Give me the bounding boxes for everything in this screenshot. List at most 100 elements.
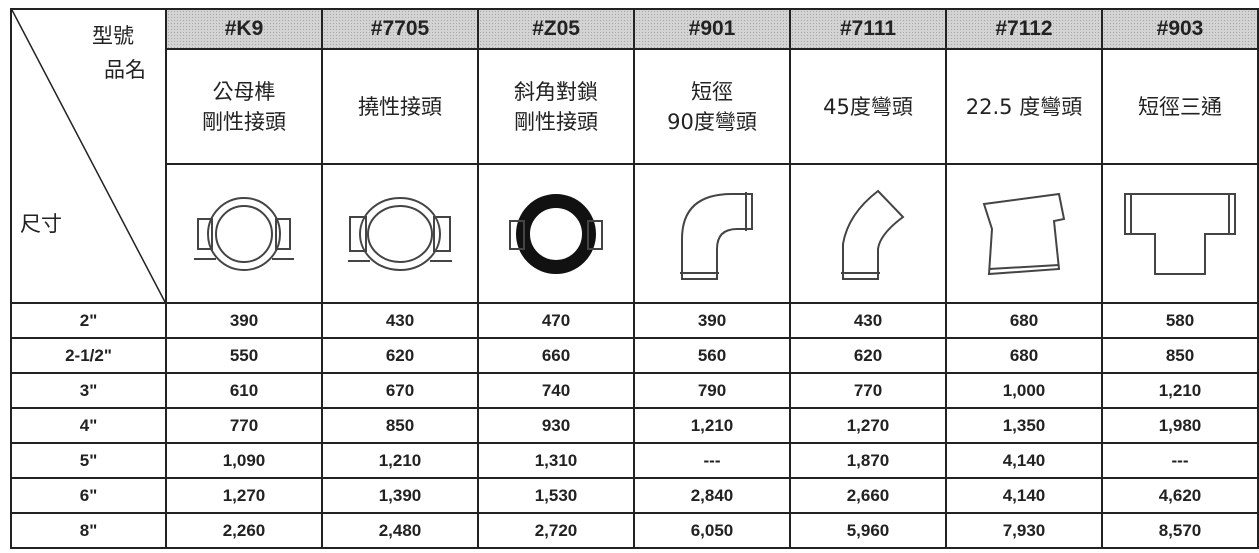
price-cell: --- (1101, 442, 1259, 479)
product-name-line: 剛性接頭 (514, 109, 598, 134)
product-image (477, 163, 635, 304)
price-cell: 740 (477, 372, 635, 409)
price-cell: 4,620 (1101, 477, 1259, 514)
price-cell: 430 (789, 302, 947, 339)
price-cell: 1,870 (789, 442, 947, 479)
corner-name: 品名 (104, 58, 146, 82)
model-code: #Z05 (477, 8, 635, 50)
price-cell: 2,260 (165, 512, 323, 549)
data-row: 2" 390 430 470 390 430 680 580 (10, 302, 1259, 339)
price-cell: 560 (633, 337, 791, 374)
size-cell: 2-1/2" (10, 337, 167, 374)
product-name: 45度彎頭 (789, 48, 947, 165)
price-cell: 390 (633, 302, 791, 339)
tee-icon (1124, 192, 1236, 275)
price-cell: 770 (789, 372, 947, 409)
price-cell: 1,090 (165, 442, 323, 479)
price-cell: 6,050 (633, 512, 791, 549)
price-cell: 1,310 (477, 442, 635, 479)
price-cell: 8,570 (1101, 512, 1259, 549)
product-image (633, 163, 791, 304)
price-cell: 670 (321, 372, 479, 409)
corner-cell: 型號 品名 尺寸 (10, 8, 167, 304)
product-name-line: 公母榫 (212, 79, 276, 104)
model-code: #7705 (321, 8, 479, 50)
data-row: 2-1/2" 550 620 660 560 620 680 850 (10, 337, 1259, 374)
product-name-line: 90度彎頭 (667, 109, 757, 134)
size-cell: 3" (10, 372, 167, 409)
model-code: #7111 (789, 8, 947, 50)
corner-size: 尺寸 (20, 212, 62, 236)
product-name-line: 45度彎頭 (823, 94, 913, 119)
size-cell: 8" (10, 512, 167, 549)
product-name-line: 撓性接頭 (358, 94, 442, 119)
price-cell: 770 (165, 407, 323, 444)
price-cell: 1,350 (945, 407, 1103, 444)
coupling-icon (194, 196, 294, 271)
model-code: #903 (1101, 8, 1259, 50)
product-image (1101, 163, 1259, 304)
size-cell: 5" (10, 442, 167, 479)
price-cell: 1,270 (165, 477, 323, 514)
price-cell: 660 (477, 337, 635, 374)
price-cell: 5,960 (789, 512, 947, 549)
corner-model: 型號 (92, 24, 134, 48)
data-row: 5" 1,090 1,210 1,310 --- 1,870 4,140 --- (10, 442, 1259, 479)
price-cell: 1,210 (633, 407, 791, 444)
price-cell: 7,930 (945, 512, 1103, 549)
product-image (165, 163, 323, 304)
price-cell: 4,140 (945, 477, 1103, 514)
product-name: 斜角對鎖 剛性接頭 (477, 48, 635, 165)
size-cell: 6" (10, 477, 167, 514)
product-name: 22.5 度彎頭 (945, 48, 1103, 165)
price-cell: 2,720 (477, 512, 635, 549)
price-cell: 790 (633, 372, 791, 409)
price-cell: 2,660 (789, 477, 947, 514)
data-row: 6" 1,270 1,390 1,530 2,840 2,660 4,140 4,620 (10, 477, 1259, 514)
price-cell: 2,840 (633, 477, 791, 514)
product-image (945, 163, 1103, 304)
coupling-icon (348, 196, 452, 271)
price-cell: 1,270 (789, 407, 947, 444)
price-table: 型號 品名 尺寸 #K9 #7705 #Z05 #901 #7111 #7112… (10, 8, 1259, 549)
price-cell: 470 (477, 302, 635, 339)
price-cell: --- (633, 442, 791, 479)
product-name-line: 斜角對鎖 (514, 79, 598, 104)
price-cell: 620 (789, 337, 947, 374)
price-cell: 1,000 (945, 372, 1103, 409)
product-name-line: 短徑 (691, 79, 733, 104)
model-code: #901 (633, 8, 791, 50)
product-name: 公母榫 剛性接頭 (165, 48, 323, 165)
size-cell: 2" (10, 302, 167, 339)
data-row: 4" 770 850 930 1,210 1,270 1,350 1,980 (10, 407, 1259, 444)
product-name-line: 短徑三通 (1138, 94, 1222, 119)
elbow-22-icon (982, 192, 1066, 275)
model-code: #7112 (945, 8, 1103, 50)
data-row: 3" 610 670 740 790 770 1,000 1,210 (10, 372, 1259, 409)
price-cell: 2,480 (321, 512, 479, 549)
price-cell: 850 (1101, 337, 1259, 374)
price-cell: 680 (945, 337, 1103, 374)
price-cell: 1,210 (321, 442, 479, 479)
product-name-line: 剛性接頭 (202, 109, 286, 134)
product-name-line: 22.5 度彎頭 (965, 94, 1083, 119)
price-cell: 550 (165, 337, 323, 374)
price-cell: 680 (945, 302, 1103, 339)
product-name: 短徑 90度彎頭 (633, 48, 791, 165)
product-image (321, 163, 479, 304)
size-cell: 4" (10, 407, 167, 444)
coupling-icon (509, 193, 603, 274)
price-cell: 1,390 (321, 477, 479, 514)
product-name: 短徑三通 (1101, 48, 1259, 165)
price-cell: 1,980 (1101, 407, 1259, 444)
elbow-45-icon (841, 189, 905, 280)
price-cell: 580 (1101, 302, 1259, 339)
model-code: #K9 (165, 8, 323, 50)
price-cell: 850 (321, 407, 479, 444)
diagonal (12, 10, 165, 302)
price-cell: 430 (321, 302, 479, 339)
price-cell: 1,210 (1101, 372, 1259, 409)
price-cell: 930 (477, 407, 635, 444)
